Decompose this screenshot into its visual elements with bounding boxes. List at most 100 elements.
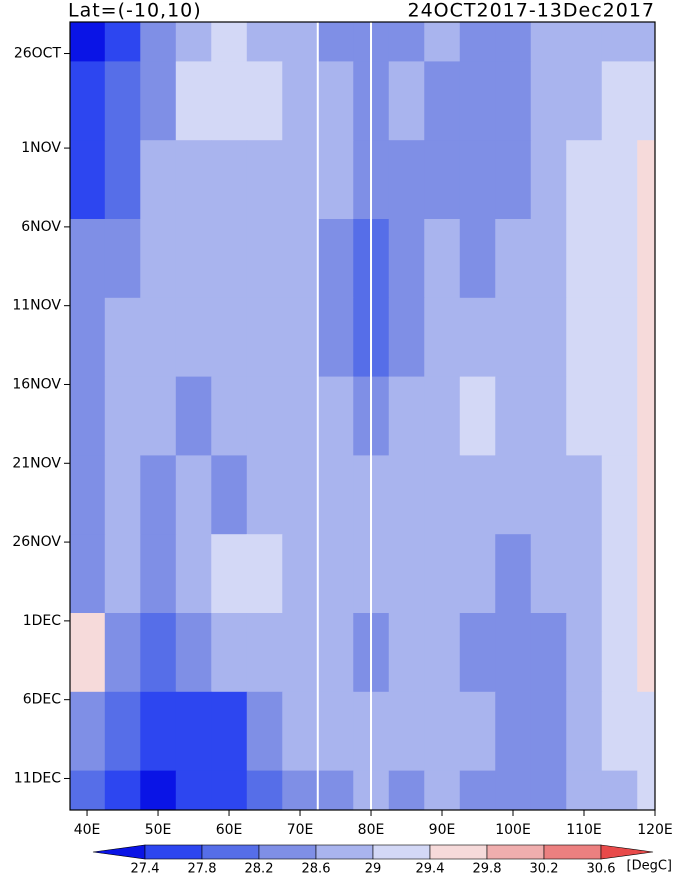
- heat-cell: [637, 455, 656, 535]
- heat-cell: [140, 219, 177, 299]
- heat-cell: [601, 613, 638, 693]
- heat-cell: [388, 376, 425, 456]
- heat-cell: [530, 22, 567, 62]
- heat-cell: [175, 219, 212, 299]
- heat-cell: [211, 219, 248, 299]
- heat-cell: [140, 376, 177, 456]
- x-tick-label: 80E: [358, 822, 385, 838]
- heat-cell: [175, 140, 212, 220]
- heat-cell: [282, 219, 319, 299]
- heat-cell: [530, 376, 567, 456]
- heat-cell: [140, 61, 177, 141]
- x-tick-label: 40E: [74, 822, 101, 838]
- heat-cell: [246, 770, 283, 811]
- colorbar-label: 28.6: [302, 862, 331, 877]
- heat-cell: [459, 61, 496, 141]
- heat-cell: [459, 22, 496, 62]
- heat-cell: [282, 61, 319, 141]
- plot-frame: [69, 21, 656, 811]
- heat-cell: [530, 297, 567, 378]
- heat-cell: [175, 534, 212, 614]
- heat-cell: [246, 455, 283, 535]
- y-tick-label: 6DEC: [23, 692, 62, 708]
- heat-cell: [530, 455, 567, 535]
- heat-cell: [388, 691, 425, 772]
- heat-cell: [495, 219, 532, 299]
- heat-cell: [566, 534, 603, 614]
- y-tick-label: 21NOV: [12, 455, 61, 471]
- heat-cell: [459, 376, 496, 456]
- heat-cell: [566, 22, 603, 62]
- heat-cell: [246, 61, 283, 141]
- heat-cell: [70, 534, 106, 614]
- colorbar-label: 30.2: [530, 862, 559, 877]
- colorbar-low: [92, 844, 146, 860]
- heat-cell: [388, 297, 425, 378]
- heat-cell: [70, 219, 106, 299]
- heat-cell: [282, 455, 319, 535]
- heat-cell: [459, 297, 496, 378]
- heat-cell: [317, 691, 354, 772]
- heat-cell: [495, 61, 532, 141]
- heat-cell: [566, 61, 603, 141]
- heat-cell: [530, 219, 567, 299]
- heat-cell: [246, 534, 283, 614]
- heat-cell: [317, 770, 354, 811]
- heat-cell: [459, 140, 496, 220]
- heat-cell: [140, 140, 177, 220]
- heat-cell: [459, 613, 496, 693]
- heat-cell: [104, 22, 141, 62]
- heat-cell: [601, 61, 638, 141]
- heat-cell: [140, 22, 177, 62]
- heat-cell: [282, 691, 319, 772]
- heat-cell: [424, 22, 461, 62]
- heat-cell: [424, 691, 461, 772]
- heat-cell: [637, 691, 656, 772]
- heat-cell: [424, 455, 461, 535]
- heat-cell: [637, 534, 656, 614]
- heat-cell: [388, 455, 425, 535]
- heat-cell: [637, 297, 656, 378]
- colorbar-label: 27.4: [131, 862, 160, 877]
- heat-cell: [424, 770, 461, 811]
- x-tick-label: 60E: [216, 822, 243, 838]
- heat-cell: [104, 534, 141, 614]
- heat-cell: [104, 613, 141, 693]
- colorbar-segment: [543, 844, 602, 860]
- heat-cell: [317, 455, 354, 535]
- heat-cell: [175, 455, 212, 535]
- heat-cell: [246, 376, 283, 456]
- heat-cell: [495, 22, 532, 62]
- heat-cell: [424, 61, 461, 141]
- heat-cell: [70, 297, 106, 378]
- heat-cell: [246, 613, 283, 693]
- heat-cell: [601, 219, 638, 299]
- heat-cell: [424, 219, 461, 299]
- colorbar-segment: [201, 844, 260, 860]
- heat-cell: [566, 140, 603, 220]
- y-tick-label: 1DEC: [23, 613, 62, 629]
- heat-cell: [140, 613, 177, 693]
- heat-cell: [388, 534, 425, 614]
- heat-cell: [388, 22, 425, 62]
- x-tick-label: 120E: [637, 822, 673, 838]
- y-tick-label: 1NOV: [21, 140, 61, 156]
- heat-cell: [637, 22, 656, 62]
- colorbar-segment: [372, 844, 431, 860]
- heat-cell: [282, 770, 319, 811]
- heat-cell: [388, 613, 425, 693]
- title-right: 24OCT2017-13Dec2017: [407, 0, 655, 22]
- y-tick-label: 16NOV: [12, 376, 61, 392]
- heat-cell: [317, 297, 354, 378]
- colorbar-segment: [429, 844, 488, 860]
- colorbar-unit: [DegC]: [627, 859, 672, 874]
- heat-cell: [424, 613, 461, 693]
- heat-cell: [104, 140, 141, 220]
- heat-cell: [175, 770, 212, 811]
- heat-cell: [495, 140, 532, 220]
- heat-cell: [317, 613, 354, 693]
- heat-cell: [495, 297, 532, 378]
- heat-cell: [246, 22, 283, 62]
- heat-cell: [601, 376, 638, 456]
